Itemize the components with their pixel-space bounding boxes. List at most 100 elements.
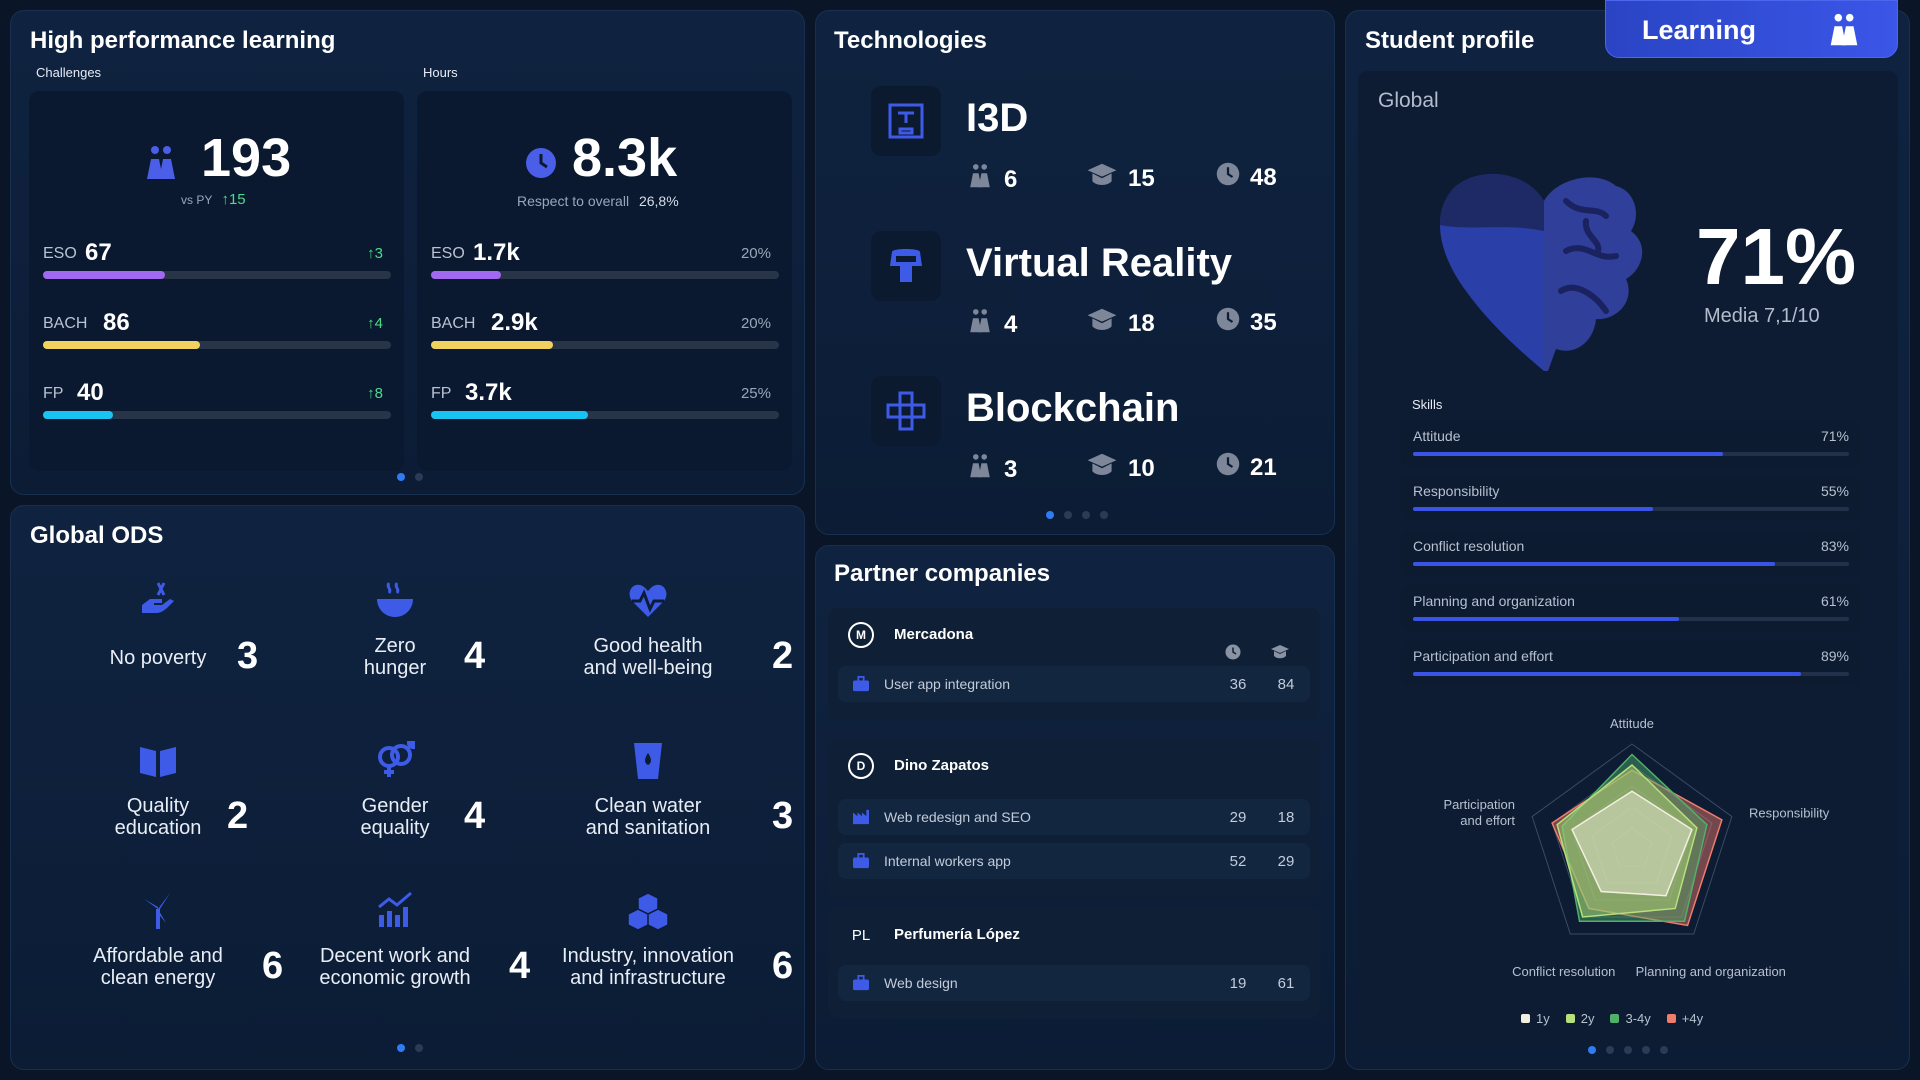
company-name: Dino Zapatos [894, 757, 990, 774]
partner-company[interactable]: PL Perfumería López Web design 19 61 [828, 908, 1320, 1018]
project-hours: 29 [1229, 808, 1247, 826]
progress-fill [431, 341, 553, 349]
skill-name: Planning and organization [1413, 593, 1575, 609]
page-dot[interactable] [1624, 1046, 1632, 1054]
progress-fill [431, 271, 501, 279]
page-dot[interactable] [1642, 1046, 1650, 1054]
row-delta-value: 4 [374, 315, 383, 332]
legend-label: +4y [1681, 1011, 1704, 1026]
tech-challenges-value: 6 [1004, 165, 1018, 193]
page-dot[interactable] [1660, 1046, 1668, 1054]
tech-pagination[interactable] [1046, 511, 1108, 519]
row-value: 40 [77, 379, 104, 406]
ods-item[interactable]: Decent work and economic growth 4 [293, 889, 593, 1019]
progress-bar [431, 341, 779, 349]
ods-item[interactable]: Gender equality 4 [293, 739, 593, 869]
partner-company[interactable]: M Mercadona User app integration 36 84 [828, 608, 1320, 720]
ods-value: 6 [772, 945, 794, 987]
radar-series-3-4y [1561, 753, 1708, 922]
radar-series-+4y [1551, 769, 1723, 927]
skill-bar-fill [1413, 452, 1723, 456]
growth-chart-icon [373, 889, 423, 939]
row-value: 86 [103, 309, 130, 336]
ods-item[interactable]: Quality education 2 [41, 739, 341, 869]
tech-students: 15 [1086, 162, 1155, 195]
students-icon [966, 452, 994, 487]
hpl-pagination[interactable] [397, 473, 423, 481]
project-row[interactable]: User app integration 36 84 [838, 666, 1310, 702]
skill-bar [1413, 617, 1849, 621]
row-label: FP [43, 385, 64, 402]
ods-value: 4 [509, 945, 531, 987]
page-dot[interactable] [397, 473, 405, 481]
respect-label: Respect to overall [517, 193, 630, 209]
tech-challenges: 4 [966, 307, 1017, 342]
page-dot[interactable] [1046, 511, 1054, 519]
legend-item[interactable]: 3-4y [1610, 1011, 1651, 1026]
ods-pagination[interactable] [397, 1044, 423, 1052]
page-dot[interactable] [1606, 1046, 1614, 1054]
blockchain-icon [871, 376, 941, 446]
tech-item[interactable]: I3D 6 15 48 [816, 86, 1336, 226]
project-students: 61 [1277, 974, 1295, 992]
page-dot[interactable] [397, 1044, 405, 1052]
skill-row: Conflict resolution 83% [1401, 530, 1861, 576]
page-dot[interactable] [415, 473, 423, 481]
ods-item[interactable]: Zero hunger 4 [293, 579, 593, 709]
page-dot[interactable] [1064, 511, 1072, 519]
ods-item[interactable]: No poverty 3 [41, 579, 341, 709]
skill-bar-fill [1413, 562, 1775, 566]
radar-grid [1531, 743, 1733, 935]
tech-item[interactable]: Blockchain 3 10 21 [816, 376, 1336, 516]
ods-item[interactable]: Industry, innovation and infrastructure 6 [516, 889, 816, 1019]
hours-row: ESO 1.7k 20% [431, 239, 781, 281]
legend-item[interactable]: 1y [1521, 1011, 1550, 1026]
radar-grid [1591, 806, 1673, 884]
progress-bar [43, 411, 391, 419]
radar-series-1y [1571, 790, 1693, 897]
tech-item[interactable]: Virtual Reality 4 18 35 [816, 231, 1336, 371]
row-delta: ↑4 [367, 315, 383, 332]
ods-item[interactable]: Clean water and sanitation 3 [516, 739, 816, 869]
profile-title: Student profile [1365, 27, 1535, 54]
row-pct: 20% [740, 245, 771, 262]
ods-value: 6 [262, 945, 284, 987]
project-row[interactable]: Web redesign and SEO 29 18 [838, 799, 1310, 835]
page-dot[interactable] [1082, 511, 1090, 519]
progress-bar [43, 271, 391, 279]
challenges-total: 193 [201, 128, 292, 188]
students-icon [966, 162, 994, 197]
hours-panel: 8.3k Respect to overall 26,8% ESO 1.7k 20%… [417, 91, 792, 471]
legend-swatch [1610, 1014, 1620, 1023]
legend-item[interactable]: 2y [1565, 1011, 1594, 1026]
page-dot[interactable] [1588, 1046, 1596, 1054]
tech-challenges: 6 [966, 162, 1017, 197]
ods-value: 3 [237, 635, 259, 677]
row-value: 67 [85, 239, 112, 266]
tech-hours-value: 21 [1250, 453, 1277, 481]
global-pct: 71% [1696, 212, 1857, 301]
company-logo: M [848, 622, 874, 648]
learning-tab[interactable]: Learning [1605, 0, 1898, 58]
project-students: 29 [1277, 852, 1295, 870]
hours-row: BACH 2.9k 20% [431, 309, 781, 351]
factory-icon [852, 809, 870, 825]
partner-company[interactable]: D Dino Zapatos Web redesign and SEO 29 18 Int… [828, 739, 1320, 897]
profile-pagination[interactable] [1588, 1046, 1668, 1054]
skills-radar-chart: Attitude Responsibility Planning and organ… [1443, 716, 1829, 979]
tech-name: Virtual Reality [966, 241, 1233, 285]
project-row[interactable]: Internal workers app 52 29 [838, 843, 1310, 879]
ods-item[interactable]: Affordable and clean energy 6 [41, 889, 341, 1019]
windmill-icon [136, 889, 186, 939]
ods-item[interactable]: Good health and well-being 2 [516, 579, 816, 709]
tech-hours: 21 [1216, 452, 1277, 483]
project-row[interactable]: Web design 19 61 [838, 965, 1310, 1001]
page-dot[interactable] [415, 1044, 423, 1052]
page-dot[interactable] [1100, 511, 1108, 519]
ods-name: Gender equality [360, 795, 430, 839]
learning-tab-label: Learning [1642, 15, 1757, 45]
radar-axis-label: Conflict resolution [1512, 964, 1615, 979]
ods-name: Affordable and clean energy [93, 945, 223, 989]
tech-name: Blockchain [966, 386, 1180, 430]
legend-item[interactable]: +4y [1666, 1011, 1704, 1026]
